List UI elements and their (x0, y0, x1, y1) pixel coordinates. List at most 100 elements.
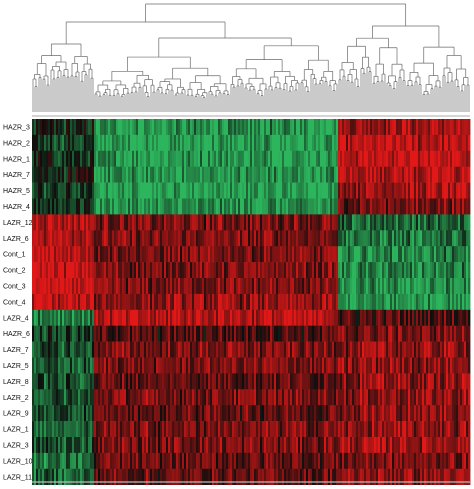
heatmap-cell (116, 373, 119, 390)
heatmap-cell (62, 341, 65, 358)
heatmap-cell (122, 150, 125, 167)
heatmap-cell (416, 341, 419, 358)
heatmap-cell (462, 198, 465, 215)
heatmap-cell (188, 182, 191, 199)
heatmap-cell (206, 421, 209, 438)
heatmap-cell (244, 214, 247, 231)
heatmap-cell (400, 293, 403, 311)
heatmap-cell (466, 293, 469, 311)
heatmap-cell (416, 325, 419, 342)
heatmap-cell (250, 150, 253, 167)
heatmap-cell (338, 293, 341, 311)
heatmap-cell (322, 246, 325, 263)
heatmap-cell (144, 325, 147, 342)
heatmap-cell (190, 293, 193, 311)
heatmap-cell (52, 357, 55, 374)
heatmap-cell (284, 134, 287, 152)
heatmap-cell (388, 214, 391, 231)
heatmap-cell (424, 150, 427, 167)
heatmap-cell (294, 262, 297, 279)
heatmap-cell (452, 182, 455, 199)
heatmap-cell (206, 293, 209, 311)
heatmap-cell (114, 357, 117, 374)
heatmap-cell (296, 262, 299, 279)
heatmap-cell (352, 214, 355, 231)
heatmap-cell (390, 373, 393, 390)
heatmap-cell (444, 262, 447, 279)
heatmap-cell (72, 182, 75, 199)
heatmap-cell (352, 389, 355, 406)
heatmap-cell (232, 389, 235, 406)
heatmap-cell (280, 293, 283, 311)
heatmap-cell (356, 198, 359, 215)
heatmap-cell (92, 198, 95, 215)
heatmap-cell (76, 389, 79, 406)
heatmap-cell (428, 198, 431, 215)
heatmap-cell (356, 119, 359, 136)
heatmap-cell (366, 119, 369, 136)
heatmap-cell (402, 309, 405, 326)
heatmap-cell (264, 278, 267, 295)
heatmap-cell (160, 389, 163, 406)
heatmap-cell (362, 198, 365, 215)
heatmap-cell (420, 373, 423, 390)
heatmap-cell (330, 230, 333, 247)
heatmap-cell (426, 134, 429, 152)
heatmap-cell (316, 389, 319, 406)
heatmap-cell (320, 119, 323, 136)
heatmap-cell (370, 198, 373, 215)
heatmap-cell (418, 230, 421, 247)
heatmap-cell (428, 357, 431, 374)
heatmap-cell (308, 341, 311, 358)
heatmap-cell (190, 278, 193, 295)
heatmap-cell (186, 166, 189, 183)
heatmap-cell (198, 325, 201, 342)
heatmap-cell (448, 278, 451, 295)
heatmap-cell (48, 182, 51, 199)
heatmap-cell (380, 421, 383, 438)
heatmap-cell (436, 134, 439, 152)
heatmap-cell (150, 341, 153, 358)
heatmap-cell (264, 373, 267, 390)
heatmap-cell (348, 214, 351, 231)
heatmap-cell (320, 214, 323, 231)
heatmap-cell (328, 278, 331, 295)
heatmap-cell (224, 166, 227, 183)
heatmap-cell (74, 214, 77, 231)
heatmap-cell (328, 357, 331, 374)
heatmap-cell (170, 325, 173, 342)
heatmap-cell (290, 341, 293, 358)
heatmap-cell (110, 214, 113, 231)
heatmap-cell (370, 341, 373, 358)
heatmap-cell (140, 373, 143, 390)
heatmap-cell (86, 341, 89, 358)
heatmap-cell (194, 246, 197, 263)
heatmap-cell (94, 182, 97, 199)
heatmap-cell (460, 182, 463, 199)
heatmap-cell (250, 119, 253, 136)
heatmap-cell (74, 341, 77, 358)
heatmap-cell (372, 405, 375, 422)
heatmap-cell (432, 325, 435, 342)
heatmap-cell (170, 341, 173, 358)
heatmap-cell (162, 389, 165, 406)
heatmap-cell (384, 389, 387, 406)
heatmap-cell (312, 309, 315, 326)
heatmap-cell (264, 246, 267, 263)
heatmap-cell (190, 262, 193, 279)
heatmap-cell (240, 246, 243, 263)
heatmap-cell (318, 182, 321, 199)
heatmap-cell (432, 373, 435, 390)
heatmap-cell (234, 357, 237, 374)
heatmap-cell (160, 357, 163, 374)
heatmap-cell (316, 182, 319, 199)
heatmap-cell (274, 214, 277, 231)
heatmap-cell (208, 357, 211, 374)
heatmap-cell (346, 405, 349, 422)
heatmap-cell (216, 246, 219, 263)
heatmap-cell (406, 325, 409, 342)
heatmap-cell (182, 357, 185, 374)
heatmap-cell (196, 214, 199, 231)
heatmap-cell (260, 134, 263, 152)
heatmap-cell (334, 309, 337, 326)
